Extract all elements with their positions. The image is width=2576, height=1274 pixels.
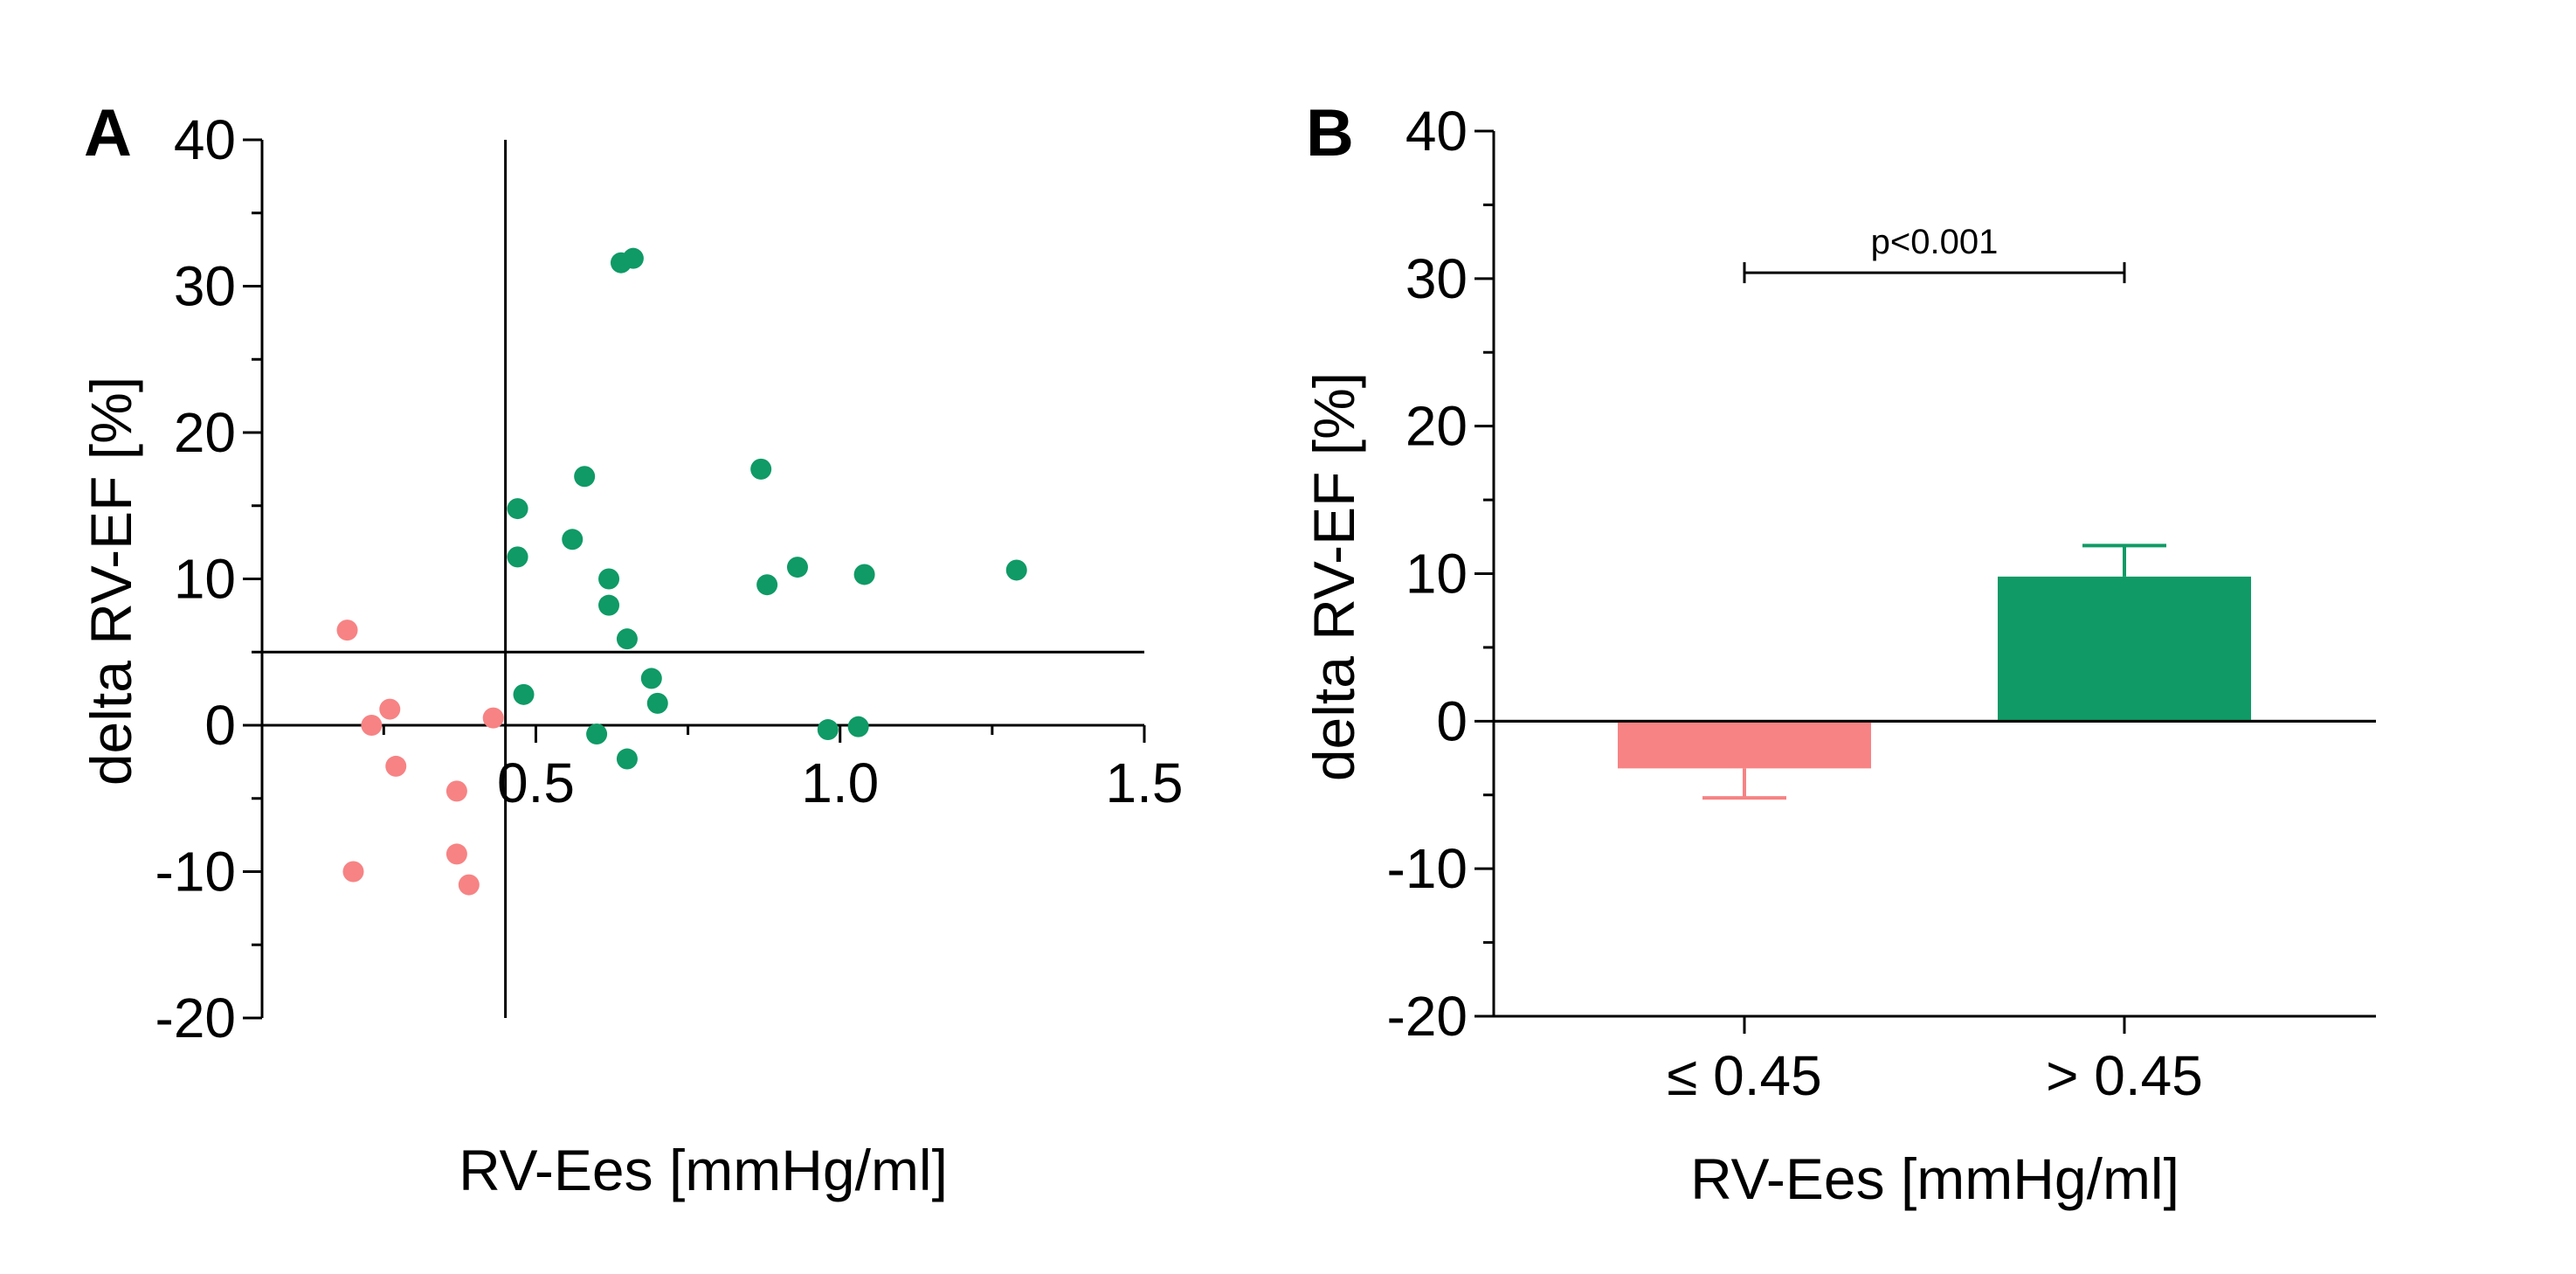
panel-b-y-tick-label: 10: [1405, 543, 1468, 606]
panel-a-point-high: [586, 724, 608, 745]
panel-b-bar: [1998, 576, 2251, 722]
panel-a-point-low: [385, 755, 407, 777]
panel-a-x-tick-label: 1.0: [801, 751, 879, 814]
panel-a-point-low: [379, 698, 401, 720]
panel-a-scatter-chart: A -20 -10 0 10 20 30 40 0.5 1.0 1.5 RV-Ees [mmHg…: [79, 96, 1183, 1202]
panel-a-point-high: [513, 683, 535, 705]
panel-b-y-tick-label: 20: [1405, 395, 1468, 458]
panel-a-point-low: [458, 874, 480, 896]
panel-b-x-tick-label: > 0.45: [2046, 1044, 2203, 1107]
panel-a-point-high: [562, 529, 584, 550]
panel-a-point-high: [507, 498, 528, 520]
panel-b-bar: [1618, 721, 1871, 769]
panel-a-point-low: [445, 843, 467, 865]
panel-b-letter: B: [1306, 96, 1354, 170]
panel-a-point-high: [1005, 559, 1027, 581]
panel-a-points: [336, 247, 1027, 896]
panel-a-point-low: [336, 620, 358, 641]
panel-b-y-ticks: -20 -10 0 10 20 30 40: [1387, 100, 1494, 1048]
panel-a-point-high: [598, 568, 620, 590]
panel-b-significance-label: p<0.001: [1871, 223, 1999, 261]
panel-a-x-tick-label: 1.5: [1106, 751, 1184, 814]
panel-a-point-high: [640, 668, 662, 689]
panel-a-y-tick-label: -20: [155, 987, 237, 1049]
panel-b-y-tick-label: -10: [1387, 837, 1468, 900]
panel-b-x-axis-label: RV-Ees [mmHg/ml]: [1690, 1146, 2179, 1211]
panel-a-point-high: [574, 466, 596, 488]
panel-a-y-axis-label: delta RV-EF [%]: [79, 377, 143, 786]
panel-a-x-axis-label: RV-Ees [mmHg/ml]: [459, 1138, 948, 1202]
panel-a-point-high: [646, 692, 668, 714]
panel-a-point-high: [507, 546, 528, 568]
panel-b-y-tick-label: 40: [1405, 100, 1468, 163]
panel-a-point-high: [817, 719, 839, 741]
panel-a-y-tick-label: 30: [174, 255, 236, 318]
panel-a-point-high: [756, 574, 778, 596]
panel-a-letter: A: [84, 96, 132, 170]
panel-a-y-tick-label: 20: [174, 401, 236, 464]
panel-a-point-high: [847, 716, 869, 737]
panel-a-point-high: [786, 557, 808, 578]
panel-a-point-high: [622, 247, 644, 269]
panel-b-bar-chart: B -20 -10 0 10 20 30 40 ≤ 0.45 > 0.45 p<0.001 R…: [1302, 96, 2376, 1211]
panel-a-y-ticks: -20 -10 0 10 20 30 40: [155, 108, 262, 1049]
panel-a-point-low: [342, 861, 364, 883]
panel-a-point-low: [482, 707, 504, 729]
panel-a-reference-lines: [262, 140, 1144, 1018]
panel-a-y-tick-label: 40: [174, 108, 236, 171]
panel-a-point-high: [853, 564, 875, 585]
panel-a-x-tick-label: 0.5: [497, 751, 575, 814]
panel-b-y-tick-label: 0: [1436, 689, 1468, 752]
panel-a-point-high: [598, 594, 620, 616]
panel-a-x-ticks: 0.5 1.0 1.5: [382, 725, 1184, 814]
panel-b-bars: [1494, 544, 2376, 800]
panel-a-point-high: [750, 458, 772, 480]
panel-b-significance-bracket: p<0.001: [1743, 223, 2126, 284]
panel-b-x-tick-label: ≤ 0.45: [1667, 1044, 1821, 1107]
panel-a-y-tick-label: 10: [174, 548, 236, 611]
panel-b-y-tick-label: -20: [1387, 985, 1468, 1048]
panel-b-y-tick-label: 30: [1405, 247, 1468, 310]
panel-a-point-low: [361, 715, 383, 736]
panel-a-point-high: [616, 628, 638, 650]
panel-b-y-axis-label: delta RV-EF [%]: [1302, 372, 1366, 781]
panel-b-x-ticks: ≤ 0.45 > 0.45: [1667, 1016, 2203, 1107]
panel-a-point-high: [616, 748, 638, 770]
panel-a-point-low: [445, 780, 467, 802]
panel-a-y-tick-label: -10: [155, 841, 237, 904]
panel-a-y-tick-label: 0: [204, 694, 236, 757]
